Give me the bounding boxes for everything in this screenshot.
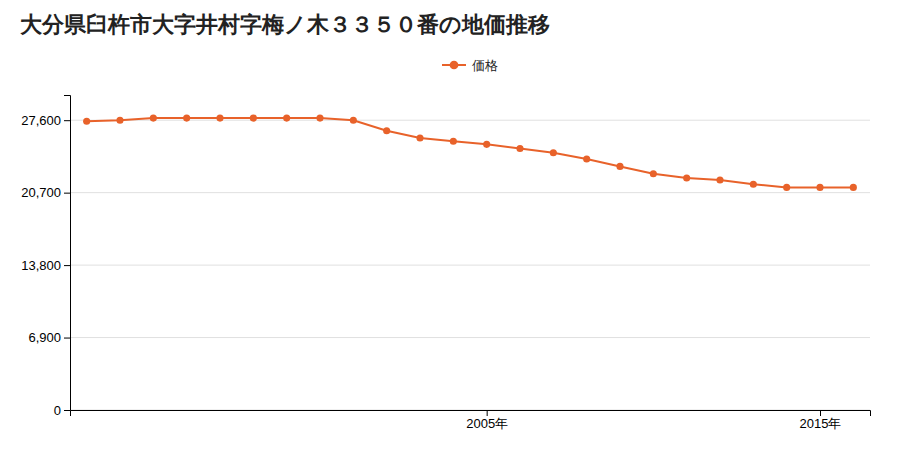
point bbox=[683, 174, 690, 181]
point bbox=[250, 115, 257, 122]
y-tick-label: 27,600 bbox=[21, 113, 61, 128]
point bbox=[83, 118, 90, 125]
point bbox=[383, 127, 390, 134]
grid-line bbox=[70, 120, 870, 121]
plot-area: 0 6,900 13,800 20,700 27,600 2005年 2015年 bbox=[21, 96, 870, 432]
point bbox=[216, 115, 223, 122]
x-tick: 2005年 bbox=[466, 410, 508, 431]
point bbox=[650, 170, 657, 177]
y-axis: 0 6,900 13,800 20,700 27,600 bbox=[21, 96, 70, 418]
point bbox=[616, 163, 623, 170]
y-tick: 27,600 bbox=[21, 113, 70, 128]
x-axis: 2005年 2015年 bbox=[71, 410, 871, 431]
title: 大分県臼杵市大字井村字梅ノ木３３５０番の地価推移 bbox=[20, 12, 550, 37]
x-tick-mark bbox=[487, 410, 488, 416]
point bbox=[850, 184, 857, 191]
y-tick-label: 6,900 bbox=[28, 330, 61, 345]
legend-label: 価格 bbox=[472, 58, 498, 73]
marks bbox=[83, 115, 857, 191]
point bbox=[750, 181, 757, 188]
point bbox=[416, 134, 423, 141]
point bbox=[716, 176, 723, 183]
y-tick-mark bbox=[64, 265, 70, 266]
point bbox=[816, 184, 823, 191]
y-tick-label: 0 bbox=[54, 403, 61, 418]
point bbox=[350, 117, 357, 124]
grid-line bbox=[70, 337, 870, 338]
x-tick: 2015年 bbox=[800, 410, 842, 431]
y-tick-mark bbox=[64, 338, 70, 339]
grid bbox=[70, 120, 870, 410]
chart: 0 6,900 13,800 20,700 27,600 2005年 2015年 大分県臼杵市… bbox=[0, 0, 900, 450]
x-tick-label: 2015年 bbox=[800, 416, 842, 431]
point bbox=[116, 117, 123, 124]
y-tick: 0 bbox=[54, 403, 70, 418]
y-tick-mark bbox=[64, 410, 70, 411]
y-tick-mark bbox=[64, 193, 70, 194]
grid-line bbox=[70, 265, 870, 266]
point bbox=[450, 138, 457, 145]
y-tick-label: 13,800 bbox=[21, 258, 61, 273]
y-tick: 6,900 bbox=[28, 330, 70, 345]
point bbox=[283, 115, 290, 122]
point bbox=[483, 141, 490, 148]
y-axis-line bbox=[64, 96, 71, 411]
legend-marker bbox=[450, 61, 459, 70]
y-tick: 20,700 bbox=[21, 185, 70, 200]
point bbox=[316, 115, 323, 122]
y-tick: 13,800 bbox=[21, 258, 70, 273]
x-axis-line bbox=[71, 411, 871, 417]
x-tick-label: 2005年 bbox=[466, 416, 508, 431]
point bbox=[150, 115, 157, 122]
point bbox=[516, 145, 523, 152]
point bbox=[783, 184, 790, 191]
legend-item: 価格 bbox=[442, 58, 498, 73]
y-tick-label: 20,700 bbox=[21, 185, 61, 200]
point bbox=[550, 149, 557, 156]
grid-line bbox=[70, 192, 870, 193]
y-tick-mark bbox=[64, 120, 70, 121]
legend: 価格 bbox=[442, 58, 498, 73]
line bbox=[87, 118, 854, 187]
x-tick-mark bbox=[820, 410, 821, 416]
point bbox=[183, 115, 190, 122]
point bbox=[583, 155, 590, 162]
